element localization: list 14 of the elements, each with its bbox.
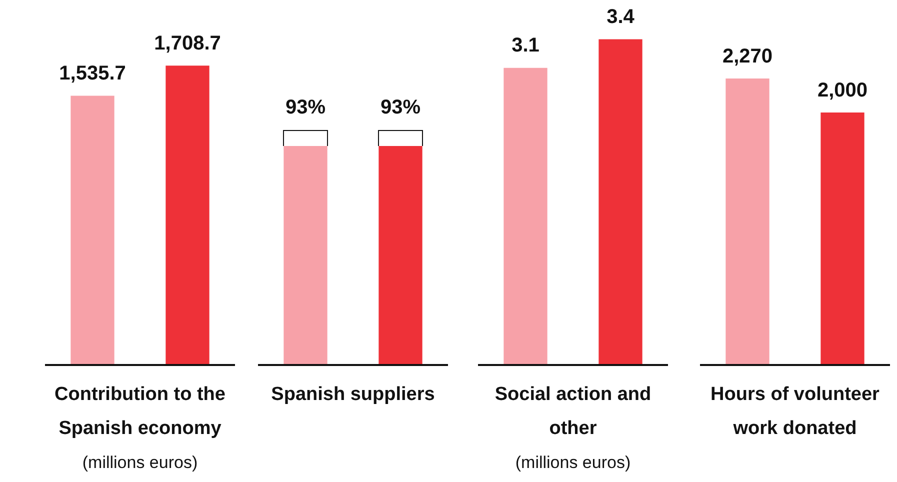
data-label: 1,535.7 — [59, 62, 126, 85]
text: (millions euros) — [81, 453, 199, 473]
data-label: 3.4 — [606, 6, 636, 28]
data-label: 2,270 — [722, 45, 773, 68]
data-label: 1,708.7 — [154, 32, 221, 54]
x-axis-title: Spanish suppliers — [270, 383, 436, 407]
data-label: 3.1 — [512, 34, 540, 57]
x-axis-title: Hours of volunteer work donated — [710, 383, 880, 441]
x-axis-title: Social action and other — [494, 383, 652, 441]
data-label: 93% — [285, 96, 326, 119]
text: (millions euros) — [514, 453, 632, 473]
x-axis-title: Contribution to the Spanish economy — [54, 383, 226, 441]
data-label: 93% — [380, 96, 421, 119]
data-label: 2,000 — [817, 79, 868, 102]
